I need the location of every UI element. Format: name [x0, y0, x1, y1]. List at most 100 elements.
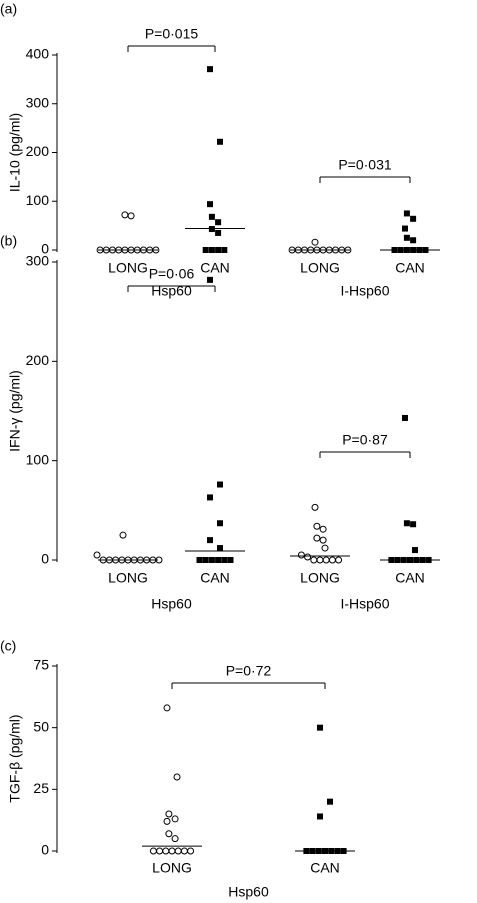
x-tick-label: CAN — [310, 860, 340, 876]
point — [207, 537, 213, 544]
point — [313, 522, 321, 530]
y-tick-label: 100 — [26, 192, 50, 208]
panel-label: (a) — [0, 1, 17, 17]
point — [327, 798, 333, 805]
point — [187, 847, 195, 855]
point — [403, 210, 410, 217]
p-value: P=0·031 — [338, 157, 392, 173]
group-label: Hsp60 — [151, 283, 192, 299]
y-tick-label: 0 — [41, 551, 49, 567]
point — [174, 847, 182, 855]
y-tick-label: 300 — [26, 253, 50, 269]
point — [410, 521, 417, 528]
point — [335, 556, 343, 564]
y-tick-label: 100 — [26, 451, 50, 467]
point — [317, 724, 323, 731]
x-tick-label: CAN — [395, 570, 425, 586]
point — [196, 557, 203, 563]
point — [227, 557, 234, 563]
point — [217, 481, 223, 488]
point — [316, 556, 324, 564]
point — [208, 557, 215, 563]
x-tick-label: CAN — [395, 260, 425, 276]
y-tick-label: 400 — [26, 46, 50, 62]
panel-label: (c) — [0, 638, 16, 654]
point — [412, 547, 418, 554]
point — [215, 219, 222, 226]
point — [207, 494, 213, 501]
point — [402, 414, 408, 421]
point — [163, 817, 171, 825]
point — [410, 237, 417, 244]
x-tick-label: LONG — [108, 260, 148, 276]
point — [171, 815, 179, 823]
point — [217, 138, 223, 145]
point — [328, 556, 336, 564]
panel-label: (b) — [0, 233, 17, 249]
p-value: P=0·72 — [226, 663, 272, 679]
y-axis-label: IL-10 (pg/ml) — [7, 113, 23, 192]
y-tick-label: 50 — [33, 718, 49, 734]
point — [162, 847, 170, 855]
point — [319, 525, 327, 533]
point — [202, 247, 209, 253]
point — [165, 810, 173, 818]
y-axis-label: IFN-γ (pg/ml) — [7, 370, 23, 452]
y-tick-label: 0 — [41, 842, 49, 858]
y-tick-label: 300 — [26, 94, 50, 110]
point — [217, 520, 223, 527]
point — [207, 276, 213, 283]
y-tick-label: 25 — [33, 780, 49, 796]
point — [156, 847, 164, 855]
point — [171, 835, 179, 843]
point — [207, 66, 213, 73]
point — [310, 556, 318, 564]
y-tick-label: 0 — [41, 241, 49, 257]
point — [311, 238, 319, 246]
x-tick-label: CAN — [200, 570, 230, 586]
point — [311, 503, 319, 511]
group-label: Hsp60 — [228, 884, 269, 900]
point — [410, 215, 417, 222]
x-tick-label: LONG — [152, 860, 192, 876]
point — [127, 212, 135, 220]
y-tick-label: 75 — [33, 657, 49, 673]
point — [208, 213, 215, 220]
point — [215, 557, 222, 563]
y-tick-label: 200 — [26, 352, 50, 368]
x-tick-label: LONG — [300, 570, 340, 586]
x-tick-label: LONG — [108, 570, 148, 586]
point — [215, 247, 222, 253]
point — [321, 544, 329, 552]
point — [208, 247, 215, 253]
point — [304, 553, 312, 561]
point — [322, 556, 330, 564]
point — [121, 211, 129, 219]
point — [313, 534, 321, 542]
point — [207, 201, 213, 208]
point — [180, 847, 188, 855]
x-tick-label: LONG — [300, 260, 340, 276]
point — [403, 234, 410, 241]
y-tick-label: 200 — [26, 143, 50, 159]
point — [217, 545, 223, 552]
p-value: P=0·015 — [145, 26, 199, 42]
point — [93, 551, 101, 559]
point — [297, 551, 305, 559]
group-label: Hsp60 — [151, 596, 192, 612]
point — [163, 704, 171, 712]
point — [403, 520, 410, 527]
group-label: I-Hsp60 — [340, 596, 389, 612]
p-value: P=0·87 — [342, 432, 388, 448]
x-tick-label: CAN — [200, 260, 230, 276]
point — [168, 847, 176, 855]
point — [165, 830, 173, 838]
p-value: P=0·06 — [149, 266, 195, 282]
point — [149, 847, 157, 855]
group-label: I-Hsp60 — [340, 283, 389, 299]
y-axis-label: TGF-β (pg/ml) — [7, 714, 23, 802]
point — [221, 247, 228, 253]
point — [215, 229, 222, 236]
point — [221, 557, 228, 563]
point — [119, 531, 127, 539]
